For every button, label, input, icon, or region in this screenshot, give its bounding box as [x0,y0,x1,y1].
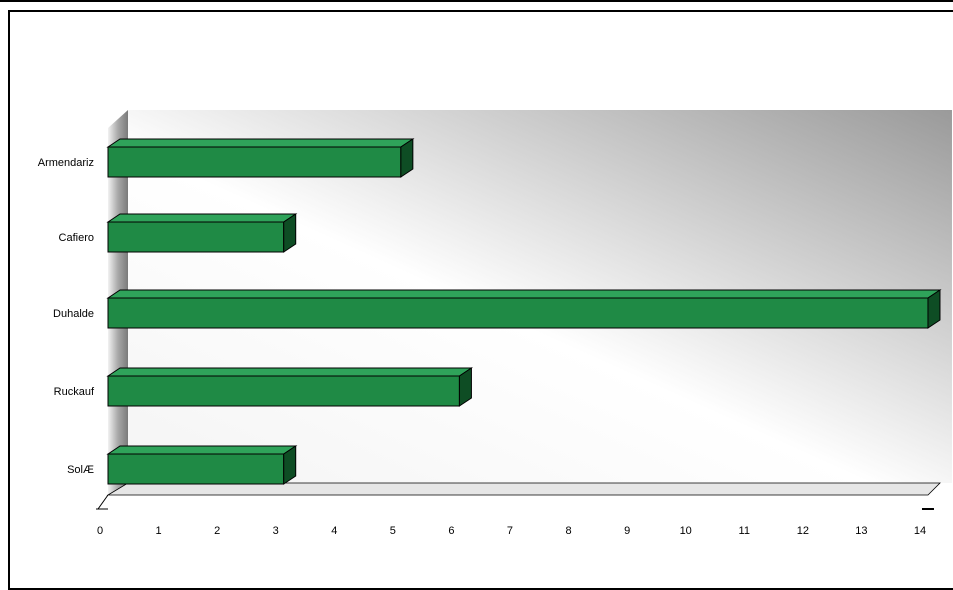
bar [106,445,298,485]
category-label: Duhalde [53,308,94,320]
x-tick-label: 1 [156,525,162,537]
floor [106,482,941,496]
bar-top [106,213,298,223]
category-labels: Armendariz Cafiero Duhalde Ruckauf SolÆ [38,157,95,476]
x-tick-label: 7 [507,525,513,537]
x-tick-label: 11 [739,525,750,537]
bar-front [107,221,285,253]
bar-side [283,213,297,253]
bar-top [106,138,415,148]
bar [106,367,474,407]
x-tick-label: 5 [390,525,396,537]
bar-side [400,138,414,178]
x-tick-label: 8 [565,525,571,537]
bar-front [107,146,402,178]
bar-front [107,453,285,485]
x-tick-label: 14 [914,525,926,537]
category-label: Ruckauf [54,386,95,398]
bar-side [283,445,297,485]
x-tick-label: 9 [624,525,630,537]
outer-border-top [0,0,953,2]
bar-top [106,289,942,299]
x-axis-ticks: 0 1 2 3 4 5 6 7 8 9 10 11 12 13 14 [97,525,926,537]
x-tick-label: 4 [331,525,337,537]
category-label: SolÆ [67,464,94,476]
bar-front [107,297,929,329]
x-tick-label: 0 [97,525,103,537]
bar [106,213,298,253]
x-tick-label: 13 [855,525,867,537]
category-label: Cafiero [59,232,94,244]
bars-group [106,138,942,485]
bar-side [927,289,941,329]
bar-side [458,367,472,407]
category-label: Armendariz [38,157,94,169]
bar-top [106,367,474,377]
x-tick-label: 6 [448,525,454,537]
bar [106,289,942,329]
x-axis-corner [97,494,109,510]
x-tick-label: 3 [273,525,279,537]
bar-front [107,375,460,407]
x-tick-label: 12 [797,525,809,537]
x-tick-label: 2 [214,525,220,537]
x-tick-label: 10 [680,525,692,537]
bar-top [106,445,298,455]
bar [106,138,415,178]
